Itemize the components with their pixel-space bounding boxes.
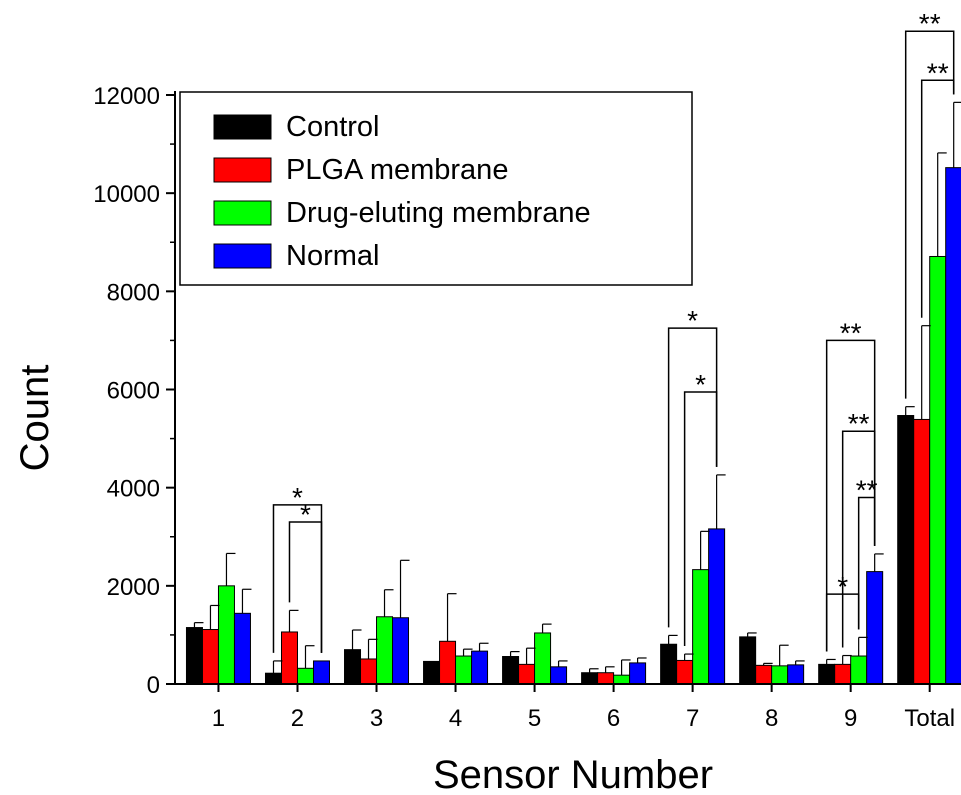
x-tick-label: 6 [607, 705, 620, 732]
bar-7-4 [708, 528, 726, 685]
bar-6-3 [613, 674, 631, 685]
legend-label: Drug-eluting membrane [286, 197, 591, 229]
bar-4-2 [439, 640, 457, 685]
bar-5-4 [550, 666, 568, 685]
bar-6-1 [581, 672, 599, 685]
bar-4-1 [423, 660, 441, 685]
significance-bracket [825, 593, 860, 652]
bar-3-2 [360, 658, 378, 685]
x-tick-label: 7 [686, 705, 699, 732]
bar-6-4 [629, 662, 647, 685]
significance-bracket [904, 30, 955, 399]
bar-5-1 [502, 656, 520, 685]
bar-9-4 [866, 571, 884, 685]
bar-Total-4 [945, 167, 961, 685]
bar-8-4 [787, 664, 805, 685]
bar-7-2 [676, 659, 694, 685]
bar-1-4 [233, 612, 251, 685]
significance-marker: * [687, 305, 698, 336]
legend-label: PLGA membrane [286, 154, 508, 186]
significance-marker: ** [840, 317, 862, 348]
bar-3-4 [392, 617, 410, 685]
significance-layer: *************** [272, 8, 955, 653]
legend: Control PLGA membrane Drug-eluting membran… [179, 91, 693, 286]
bar-2-4 [312, 660, 330, 685]
significance-bracket [288, 521, 323, 653]
y-tick-label: 4000 [107, 476, 160, 503]
y-tick-label: 2000 [107, 574, 160, 601]
bar-3-3 [376, 616, 394, 685]
x-tick-label: 9 [844, 705, 857, 732]
x-axis-title: Sensor Number [433, 753, 713, 795]
bar-9-1 [818, 663, 836, 685]
bar-1-3 [217, 585, 235, 685]
bar-9-3 [850, 655, 868, 685]
y-axis-title: Count [13, 365, 57, 472]
x-tick-label: 3 [370, 705, 383, 732]
significance-marker: * [300, 499, 311, 530]
y-tick-label: 8000 [107, 279, 160, 306]
bar-7-3 [692, 569, 710, 685]
bar-3-1 [344, 649, 362, 685]
legend-label: Normal [286, 240, 379, 272]
bar-4-3 [455, 655, 473, 685]
y-tick-label: 10000 [93, 181, 160, 208]
bar-Total-2 [913, 418, 931, 685]
y-tick-label: 6000 [107, 378, 160, 405]
bar-9-2 [834, 663, 852, 685]
bar-2-3 [296, 667, 314, 685]
significance-marker: ** [919, 8, 941, 39]
significance-marker: * [292, 482, 303, 513]
bar-8-1 [739, 636, 757, 685]
legend-swatch [213, 114, 272, 140]
significance-bracket [272, 504, 323, 653]
bar-1-2 [201, 629, 219, 685]
error-bars-layer [193, 101, 961, 676]
bar-8-3 [771, 665, 789, 685]
significance-marker: ** [856, 474, 878, 505]
significance-marker: * [695, 369, 706, 400]
significance-marker: * [837, 571, 848, 602]
x-tick-label: 8 [765, 705, 778, 732]
x-tick-label: 1 [212, 705, 225, 732]
bar-1-1 [185, 627, 203, 685]
bar-Total-3 [929, 255, 947, 685]
x-tick-label: 4 [449, 705, 462, 732]
x-tick-label: Total [904, 705, 955, 732]
legend-swatch [213, 243, 272, 269]
significance-marker: ** [927, 57, 949, 88]
legend-swatch [213, 200, 272, 226]
bar-Total-1 [897, 415, 915, 685]
bar-5-3 [534, 632, 552, 685]
significance-bracket [683, 391, 718, 647]
legend-swatch [213, 157, 272, 183]
legend-label: Control [286, 111, 380, 143]
bar-6-2 [597, 672, 615, 685]
bar-7-1 [660, 643, 678, 685]
x-tick-label: 2 [291, 705, 304, 732]
bar-5-2 [518, 663, 536, 685]
x-tick-label: 5 [528, 705, 541, 732]
significance-marker: ** [848, 408, 870, 439]
axes: 0 2000 4000 6000 8000 10000 12000 1 2 3 4 5 6 7 8 9 Tota… [93, 83, 961, 732]
y-tick-label: 0 [147, 672, 160, 699]
bar-4-4 [471, 650, 489, 685]
bars-layer [185, 167, 961, 685]
bar-8-2 [755, 664, 773, 685]
significance-bracket [841, 430, 876, 648]
y-tick-label: 12000 [93, 83, 160, 110]
significance-bracket [857, 496, 876, 630]
bar-2-1 [264, 672, 282, 685]
bar-2-2 [280, 631, 298, 685]
significance-bracket [920, 79, 955, 318]
